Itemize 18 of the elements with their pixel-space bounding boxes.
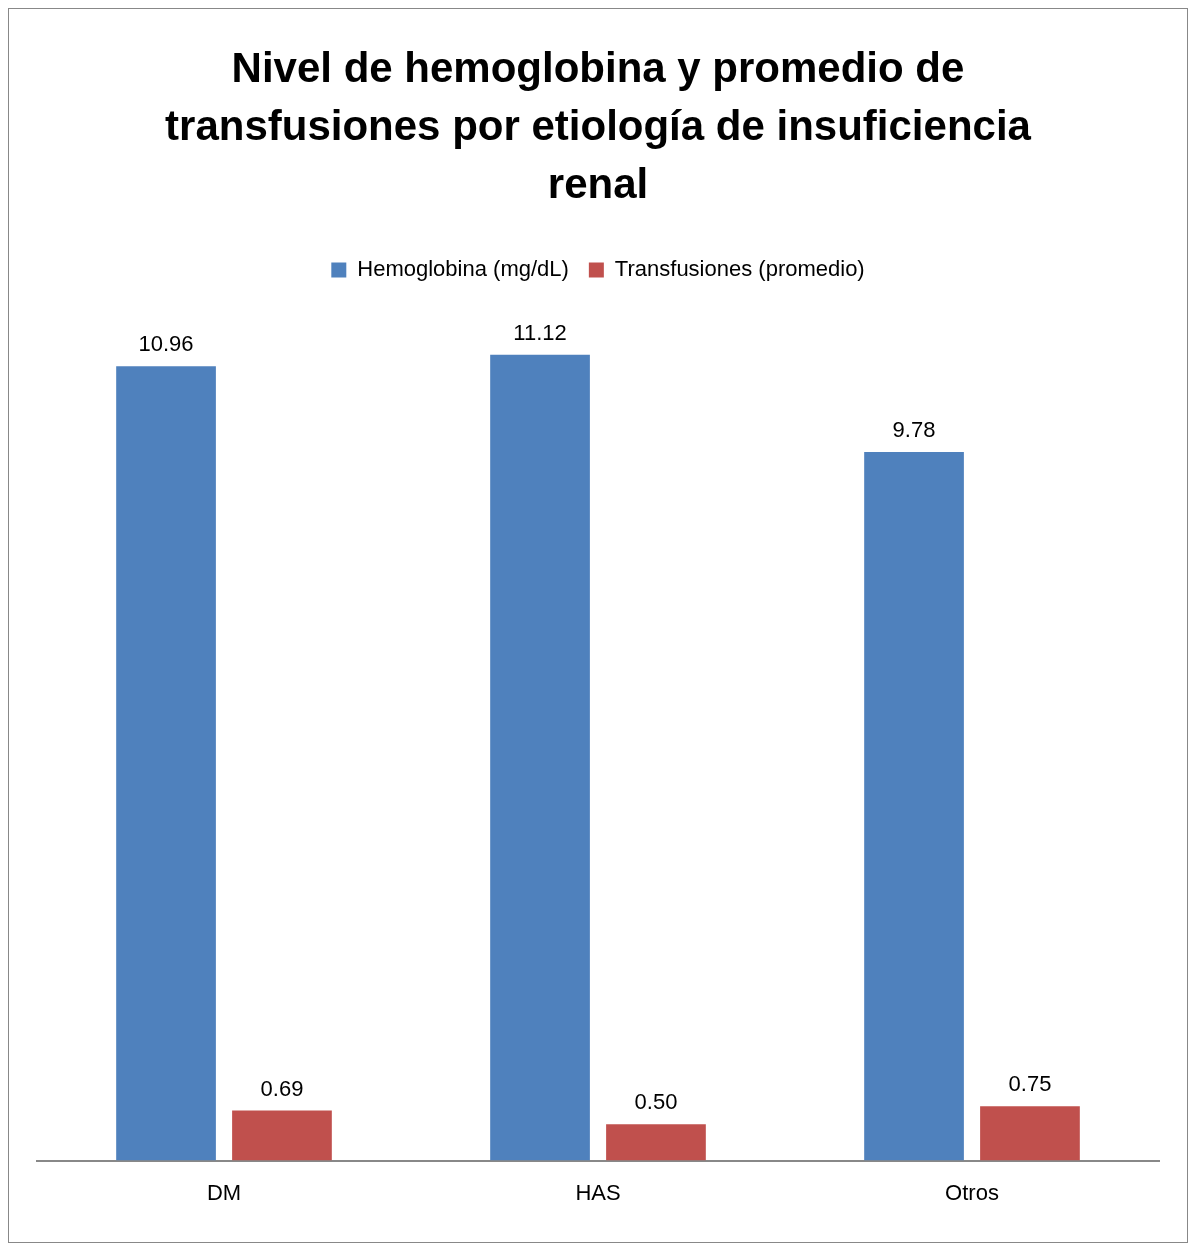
bar [232, 1110, 332, 1161]
data-label: 0.75 [1008, 1071, 1052, 1097]
data-label: 11.12 [513, 319, 567, 345]
bar [864, 451, 964, 1161]
data-label: 0.69 [260, 1075, 304, 1101]
chart-title: Nivel de hemoglobina y promedio de transfusiones por etiología de insuficiencia renal [164, 43, 1032, 209]
bar [116, 366, 216, 1161]
bar [606, 1124, 706, 1161]
data-label: 10.96 [138, 331, 194, 357]
legend-label: Transfusiones (promedio) [614, 256, 865, 282]
x-tick-label: HAS [575, 1179, 621, 1205]
legend-label: Hemoglobina (mg/dL) [357, 256, 569, 282]
data-label: 9.78 [892, 416, 936, 442]
bar [980, 1106, 1080, 1161]
data-label: 0.50 [634, 1089, 678, 1115]
x-tick-label: DM [206, 1179, 242, 1205]
x-tick-label: Otros [945, 1179, 999, 1205]
bar [490, 354, 590, 1161]
